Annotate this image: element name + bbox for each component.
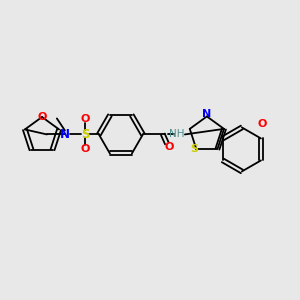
Text: O: O [80, 144, 90, 154]
Text: O: O [80, 114, 90, 124]
Text: NH: NH [169, 129, 184, 140]
Text: S: S [81, 128, 89, 141]
Text: O: O [257, 119, 267, 129]
Text: O: O [164, 142, 174, 152]
Text: N: N [202, 110, 212, 119]
Text: N: N [60, 128, 70, 141]
Text: O: O [37, 112, 47, 122]
Text: S: S [190, 144, 198, 154]
